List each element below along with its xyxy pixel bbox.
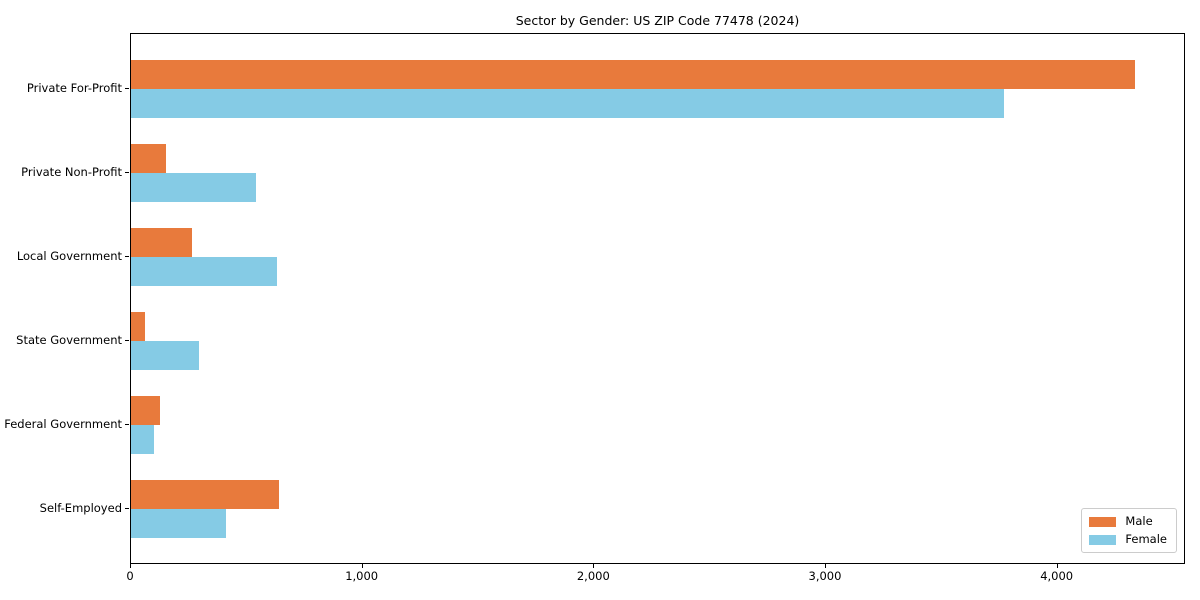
y-tick-label-local-government: Local Government — [16, 248, 122, 263]
chart-title: Sector by Gender: US ZIP Code 77478 (202… — [515, 13, 800, 28]
y-tick-mark — [125, 171, 129, 173]
legend-label-male: Male — [1125, 514, 1153, 528]
bar-male-private-non-profit — [131, 143, 166, 173]
x-tick-mark — [593, 564, 595, 568]
x-tick-label-2-000: 2,000 — [576, 569, 610, 583]
y-tick-label-self-employed: Self-Employed — [39, 501, 122, 515]
x-tick-label-0: 0 — [126, 569, 134, 583]
female-swatch — [1089, 534, 1117, 545]
y-tick-label-state-government: State Government — [16, 332, 122, 347]
y-tick-mark — [125, 87, 129, 89]
bar-female-local-government — [131, 256, 277, 286]
y-tick-mark — [125, 339, 129, 341]
legend-item-male: Male — [1089, 515, 1167, 528]
y-tick-label-federal-government: Federal Government — [4, 416, 122, 431]
bar-male-federal-government — [131, 395, 160, 425]
y-tick-label-private-non-profit: Private Non-Profit — [21, 164, 122, 179]
bar-female-self-employed — [131, 509, 226, 538]
plot-area: Male Female — [130, 33, 1185, 564]
x-tick-label-3-000: 3,000 — [808, 569, 842, 583]
x-tick-mark — [1056, 564, 1058, 568]
x-tick-mark — [824, 564, 826, 568]
legend-label-female: Female — [1125, 532, 1167, 546]
y-tick-label-private-for-profit: Private For-Profit — [26, 80, 122, 95]
bar-female-state-government — [131, 340, 200, 370]
legend-item-female: Female — [1089, 533, 1167, 546]
x-tick-label-4-000: 4,000 — [1040, 569, 1074, 583]
bar-male-self-employed — [131, 480, 279, 509]
legend: Male Female — [1081, 508, 1177, 553]
bar-male-local-government — [131, 227, 193, 257]
y-tick-mark — [125, 508, 129, 509]
bar-female-private-non-profit — [131, 172, 256, 202]
x-tick-mark — [130, 564, 131, 568]
bars-layer — [131, 34, 1184, 563]
x-tick-label-1-000: 1,000 — [345, 569, 379, 583]
bar-male-private-for-profit — [131, 59, 1135, 89]
bar-male-state-government — [131, 311, 145, 341]
bar-female-federal-government — [131, 424, 155, 454]
y-tick-mark — [125, 423, 129, 425]
bar-female-private-for-profit — [131, 88, 1004, 118]
y-tick-mark — [125, 255, 129, 257]
x-tick-mark — [361, 564, 363, 568]
male-swatch — [1089, 516, 1117, 527]
